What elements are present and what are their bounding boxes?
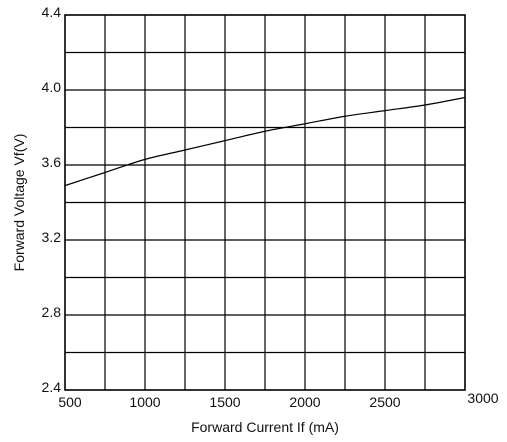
y-tick-label: 4.4 bbox=[42, 4, 62, 20]
x-tick-label: 3000 bbox=[467, 390, 498, 406]
y-tick-label: 3.2 bbox=[42, 229, 62, 245]
x-axis-title: Forward Current If (mA) bbox=[191, 419, 339, 435]
plot-frame bbox=[64, 14, 466, 391]
y-tick-label: 2.8 bbox=[42, 304, 62, 320]
series-line bbox=[64, 96, 466, 187]
series-layer bbox=[64, 96, 466, 187]
x-tick-label: 2000 bbox=[289, 394, 320, 410]
x-tick-label: 500 bbox=[58, 394, 82, 410]
x-tick-label: 1500 bbox=[209, 394, 240, 410]
y-tick-label: 3.6 bbox=[42, 154, 62, 170]
y-axis-ticks: 2.4 2.8 3.2 3.6 4.0 4.4 bbox=[42, 4, 62, 395]
grid-lines bbox=[65, 15, 465, 390]
x-axis-ticks: 500 1000 1500 2000 2500 3000 bbox=[58, 390, 498, 410]
y-tick-label: 4.0 bbox=[42, 79, 62, 95]
y-axis-title: Forward Voltage Vf(V) bbox=[11, 134, 27, 272]
y-tick-label: 2.4 bbox=[42, 379, 62, 395]
x-tick-label: 1000 bbox=[129, 394, 160, 410]
x-tick-label: 2500 bbox=[369, 394, 400, 410]
